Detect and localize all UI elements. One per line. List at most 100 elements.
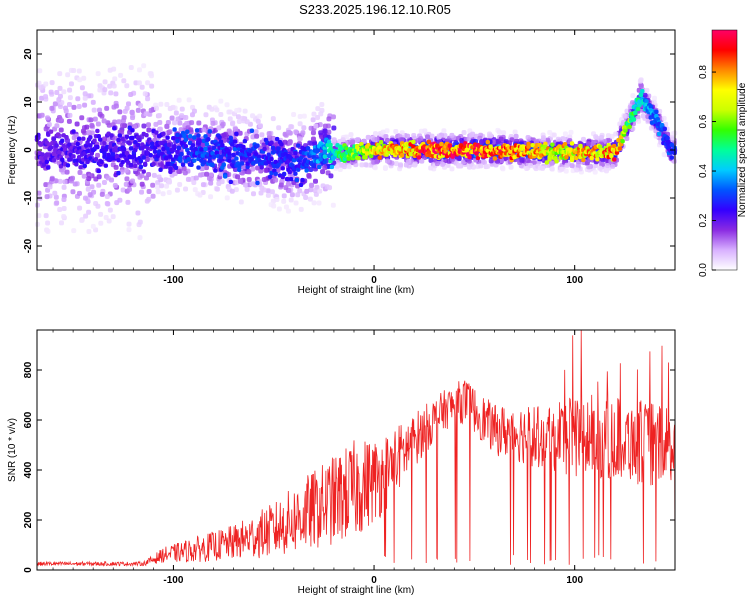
spectrogram-cell [590, 140, 596, 146]
spectrogram-cell [651, 95, 657, 101]
spectrogram-cell [261, 177, 267, 183]
spectrogram-cell [172, 120, 178, 126]
spectrogram-cell [36, 190, 42, 196]
spectrogram-cell [312, 187, 318, 193]
spectrogram-cell [283, 204, 289, 210]
spectrogram-cell [36, 213, 42, 219]
spectrogram-cell [231, 152, 236, 158]
spectrogram-cell [526, 141, 531, 147]
spectrogram-cell [224, 102, 230, 108]
spectrogram-cell [279, 142, 284, 147]
spectrogram-cell [316, 200, 322, 206]
spectrogram-cell [461, 130, 467, 136]
spectrogram-cell [76, 103, 82, 109]
spectrogram-cell [143, 111, 149, 117]
spectrogram-cell [285, 181, 291, 187]
spectrogram-cell [106, 218, 112, 224]
spectrogram-cell [112, 126, 117, 131]
spectrogram-cell [126, 221, 132, 227]
spectrogram-cell [133, 163, 138, 169]
spectrogram-cell [43, 126, 49, 132]
spectrogram-cell [308, 187, 314, 193]
spectrogram-cell [269, 140, 274, 145]
spectrogram-cell [172, 127, 177, 132]
spectrogram-cell [79, 115, 85, 121]
spectrogram-cell [374, 136, 380, 142]
spectrogram-cell [95, 152, 101, 158]
spectrogram-cell [70, 189, 76, 195]
spectrogram-cell [327, 185, 333, 191]
spectrogram-cell [651, 99, 657, 105]
spectrogram-cell [95, 128, 100, 134]
colorbar-tick-label: 0.4 [698, 164, 709, 178]
spectrogram-cell [120, 122, 126, 128]
spectrogram-cell [49, 80, 55, 86]
spectrogram-cell [525, 157, 531, 163]
spectrogram-cell [155, 189, 161, 195]
spectrogram-cell [638, 92, 644, 98]
colorbar-tick-label: 0.0 [698, 263, 709, 277]
spectrogram-cell [488, 144, 493, 149]
spectrogram-cell [104, 201, 110, 207]
spectrogram-cell [172, 144, 177, 149]
spectrogram-cell [139, 173, 145, 179]
y-tick-label: 600 [23, 411, 34, 428]
spectrogram-cell [52, 190, 58, 196]
y-tick-label: 0 [23, 147, 34, 153]
spectrogram-cell [141, 155, 146, 160]
spectrogram-cell [598, 134, 604, 140]
spectrogram-cell [620, 139, 625, 144]
spectrogram-cell [203, 165, 209, 171]
spectrogram-cell [315, 106, 321, 112]
spectrogram-cell [592, 169, 598, 175]
spectrogram-cell [133, 140, 138, 145]
spectrogram-cell [60, 138, 65, 143]
spectrogram-cell [57, 178, 63, 184]
spectrogram-cell [669, 155, 674, 160]
spectrogram-cell [398, 162, 404, 168]
spectrogram-cell [36, 80, 42, 86]
spectrogram-cell [190, 104, 196, 110]
spectrogram-cell [79, 217, 85, 223]
spectrogram-cell [82, 95, 88, 101]
spectrogram-cell [183, 115, 189, 121]
spectrogram-cell [230, 120, 236, 126]
spectrogram-cell [107, 207, 113, 213]
spectrogram-x-label: Height of straight line (km) [298, 285, 415, 296]
spectrogram-cell [61, 89, 67, 95]
spectrogram-cell [161, 146, 166, 152]
spectrogram-cell [258, 168, 264, 174]
spectrogram-cell [71, 228, 77, 234]
spectrogram-cell [66, 102, 72, 108]
spectrogram-cell [226, 128, 232, 134]
spectrogram-cell [266, 152, 271, 157]
spectrogram-cell [196, 165, 201, 170]
spectrogram-cell [45, 220, 51, 226]
spectrogram-cell [51, 158, 57, 163]
spectrogram-cell [139, 181, 145, 187]
spectrogram-cell [363, 162, 369, 168]
spectrogram-cell [499, 158, 505, 164]
spectrogram-cell [83, 213, 89, 219]
spectrogram-cell [276, 125, 282, 131]
spectrogram-cell [547, 157, 552, 162]
spectrogram-cell [373, 131, 379, 137]
spectrogram-cell [595, 157, 600, 162]
spectrogram-cell [261, 187, 267, 193]
spectrogram-cell [88, 135, 93, 140]
spectrogram-cell [74, 121, 80, 127]
spectrogram-cell [512, 129, 518, 135]
spectrogram-cell [218, 171, 224, 177]
spectrogram-cell [434, 161, 440, 167]
spectrogram-cell [137, 137, 142, 143]
spectrogram-cell [287, 140, 293, 146]
spectrogram-x-ticks: -100 0 100 [52, 30, 676, 286]
spectrogram-cell [289, 192, 295, 198]
spectrogram-cell [637, 78, 643, 84]
snr-series-line [36, 329, 676, 567]
spectrogram-cell [130, 178, 136, 184]
spectrogram-cell [53, 194, 59, 200]
spectrogram-cell [130, 135, 135, 141]
spectrogram-cell [239, 161, 245, 166]
